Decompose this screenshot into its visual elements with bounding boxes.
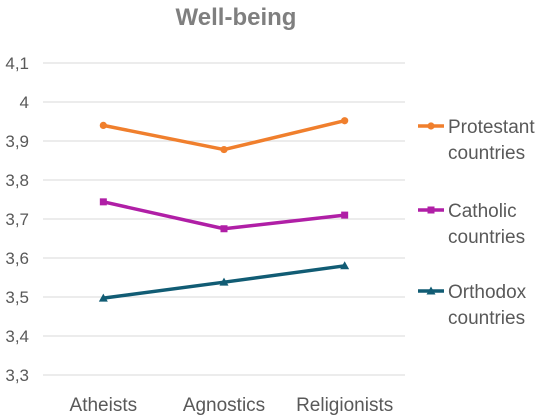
y-tick-label: 3,5 <box>5 288 29 307</box>
legend-item: Orthodox countries <box>418 282 527 329</box>
series-orthodox <box>98 261 350 302</box>
legend-item: Catholic countries <box>418 201 525 248</box>
legend: ProtestantcountriesCatholiccountriesOrth… <box>418 117 535 329</box>
legend-swatch-marker <box>426 286 436 295</box>
series-line <box>102 200 345 231</box>
series-lines <box>98 117 350 302</box>
x-axis-ticks: Atheists Agnostics Religionists <box>70 395 394 416</box>
legend-label: countries <box>448 143 525 164</box>
y-tick-label: 4,1 <box>5 54 29 73</box>
y-axis-ticks: 3,3 3,4 3,5 3,6 3,7 3,8 3,9 4 4,1 <box>5 54 29 385</box>
x-tick-label: Agnostics <box>183 395 265 416</box>
data-point <box>220 145 228 154</box>
legend-swatch-marker <box>427 206 435 214</box>
y-tick-label: 3,3 <box>5 366 29 385</box>
series-line <box>102 119 346 152</box>
data-point <box>98 293 108 302</box>
data-point <box>340 261 350 270</box>
gridlines <box>43 62 405 376</box>
y-tick-label: 3,6 <box>5 249 29 268</box>
data-point <box>341 211 349 219</box>
x-tick-label: Religionists <box>296 395 393 416</box>
y-tick-label: 3,7 <box>5 210 29 229</box>
series-catholic <box>99 198 349 233</box>
legend-item: Protestant countries <box>418 117 535 164</box>
data-point <box>220 225 228 233</box>
legend-label: Orthodox <box>448 282 527 303</box>
y-tick-label: 3,9 <box>5 132 29 151</box>
legend-label: Catholic <box>448 201 517 222</box>
chart-title: Well-being <box>176 4 297 31</box>
data-point <box>219 277 229 286</box>
legend-label: countries <box>448 308 525 329</box>
legend-label: Protestant <box>448 117 535 138</box>
y-tick-label: 4 <box>20 93 29 112</box>
legend-label: countries <box>448 227 525 248</box>
legend-swatch-marker <box>427 122 435 130</box>
data-point <box>341 117 349 125</box>
series-protestant <box>99 117 349 154</box>
data-point <box>99 198 107 206</box>
y-tick-label: 3,4 <box>5 327 29 346</box>
y-tick-label: 3,8 <box>5 171 29 190</box>
x-tick-label: Atheists <box>70 395 138 416</box>
data-point <box>99 121 107 129</box>
